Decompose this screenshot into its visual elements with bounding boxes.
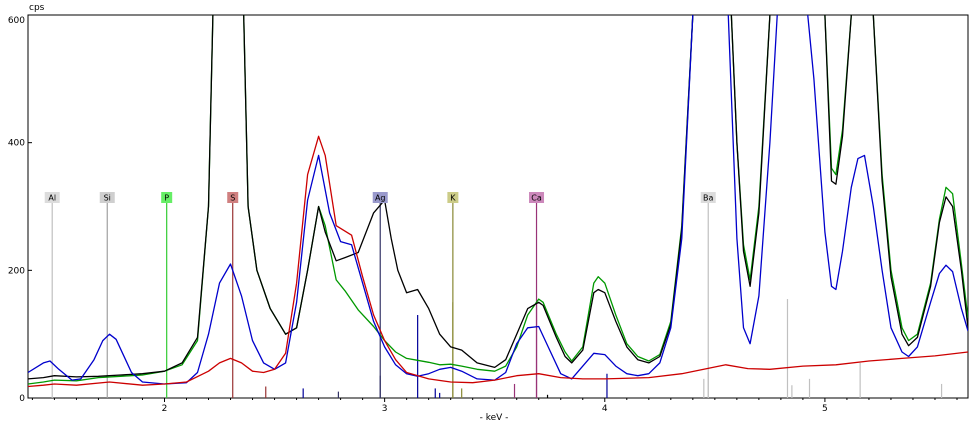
element-label-p: P bbox=[164, 194, 169, 203]
x-tick-label: 5 bbox=[822, 404, 828, 414]
element-label-al: Al bbox=[48, 194, 56, 203]
element-label-ba: Ba bbox=[703, 194, 713, 203]
element-label-badge bbox=[700, 192, 716, 203]
element-label-badge bbox=[447, 192, 459, 203]
spectrum-series-4 bbox=[28, 135, 968, 388]
element-label-badge bbox=[44, 192, 60, 203]
y-tick-label: 600 bbox=[8, 16, 25, 26]
y-tick-label: 400 bbox=[8, 139, 25, 149]
element-label-s: S bbox=[230, 194, 235, 203]
element-label-badge bbox=[99, 192, 115, 203]
x-tick-label: 4 bbox=[602, 404, 608, 414]
y-axis-label: cps bbox=[29, 3, 45, 13]
y-tick-label: 0 bbox=[19, 394, 25, 404]
element-label-k: K bbox=[450, 194, 456, 203]
element-label-badge bbox=[372, 192, 388, 203]
x-axis-label: - keV - bbox=[480, 413, 509, 423]
plot-area bbox=[27, 14, 969, 399]
element-label-badge bbox=[161, 192, 173, 203]
x-tick-label: 3 bbox=[382, 404, 388, 414]
spectrum-series-2 bbox=[28, 15, 968, 380]
spectrum-series-3 bbox=[28, 15, 968, 385]
element-label-badge bbox=[529, 192, 545, 203]
y-tick-label: 200 bbox=[8, 266, 25, 276]
element-label-si: Si bbox=[104, 194, 111, 203]
x-tick-label: 2 bbox=[162, 404, 168, 414]
element-label-ag: Ag bbox=[375, 194, 386, 203]
element-label-badge bbox=[227, 192, 239, 203]
element-label-ca: Ca bbox=[531, 194, 542, 203]
